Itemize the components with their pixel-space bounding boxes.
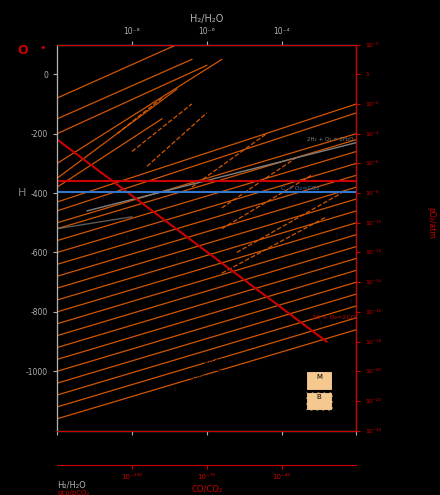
Text: 2H₂ + O₂ = 2H₂O: 2H₂ + O₂ = 2H₂O: [307, 137, 353, 142]
Text: 2C + O₂=2CO: 2C + O₂=2CO: [312, 315, 355, 320]
Text: •: •: [40, 44, 46, 53]
Text: C + O₂=CO₂: C + O₂=CO₂: [281, 186, 319, 191]
Text: O: O: [18, 45, 28, 57]
Text: H: H: [18, 188, 26, 198]
X-axis label: CO/CO₂: CO/CO₂: [191, 485, 222, 494]
Text: pO₂/atm: pO₂/atm: [427, 207, 436, 239]
X-axis label: H₂/H₂O: H₂/H₂O: [190, 14, 224, 24]
Text: H₂/H₂O: H₂/H₂O: [57, 480, 86, 489]
Text: pco/pCO₂: pco/pCO₂: [57, 490, 89, 495]
